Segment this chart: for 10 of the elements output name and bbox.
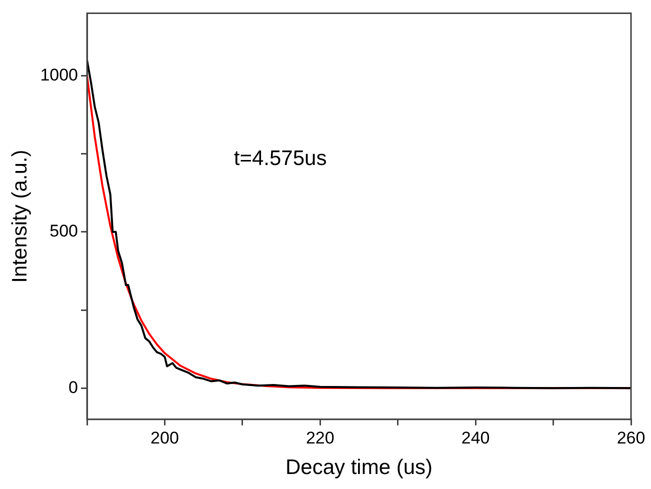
x-tick-label: 260 [616,428,646,448]
x-tick-label: 240 [461,428,490,448]
x-axis-title: Decay time (us) [285,456,433,480]
y-tick-label: 500 [50,222,78,241]
y-tick-label: 1000 [40,65,78,84]
x-tick-label: 200 [150,428,179,448]
annotation: t=4.575us [234,147,327,170]
y-axis-title: Intensity (a.u.) [8,150,32,283]
y-tick-label: 0 [68,378,78,397]
x-tick-label: 220 [306,428,334,448]
